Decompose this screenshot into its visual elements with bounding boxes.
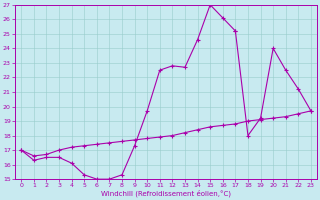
X-axis label: Windchill (Refroidissement éolien,°C): Windchill (Refroidissement éolien,°C) bbox=[101, 190, 231, 197]
